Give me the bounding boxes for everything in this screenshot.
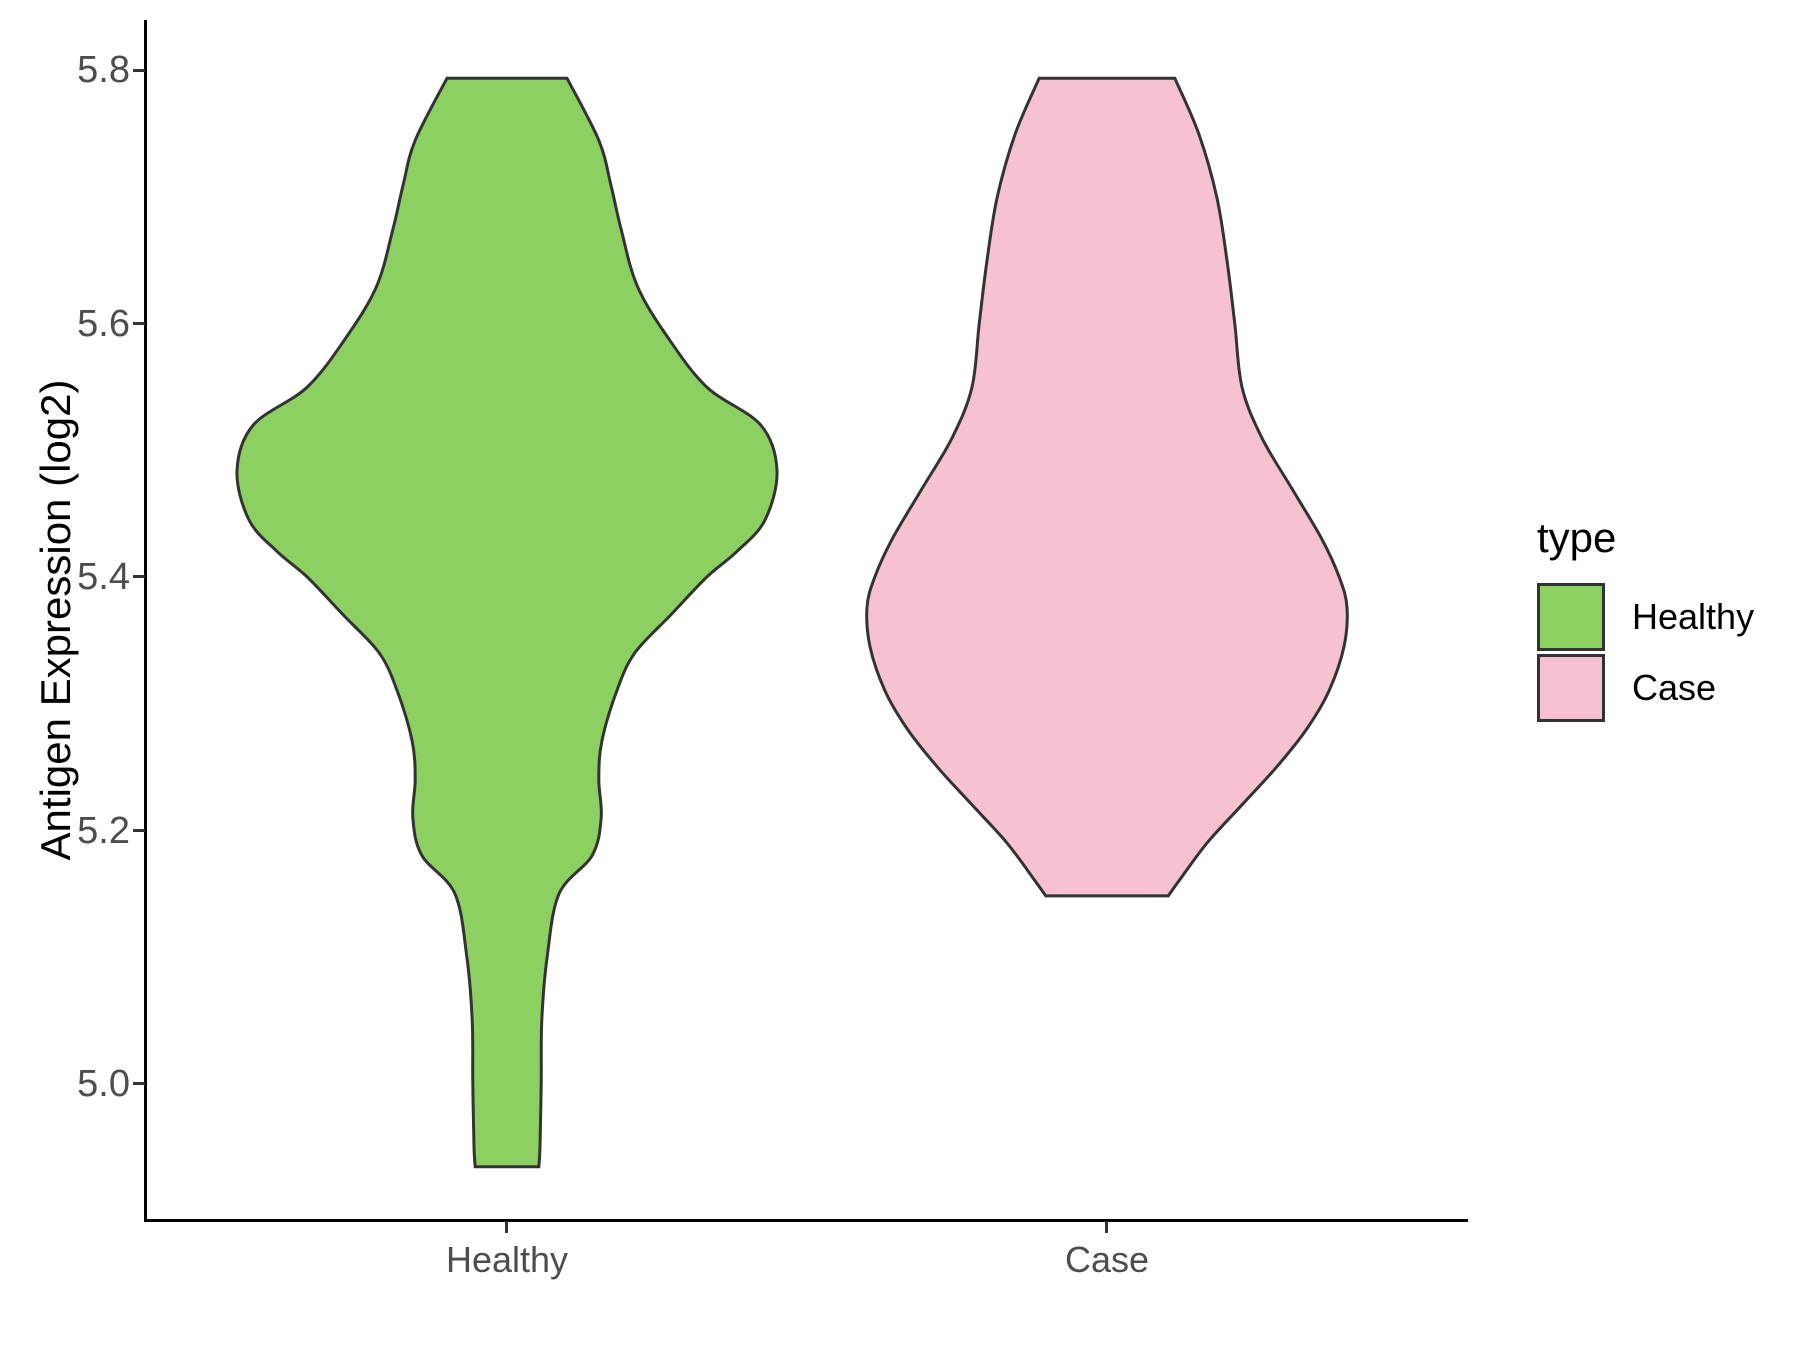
x-category-label-case: Case (1064, 1239, 1150, 1280)
legend-title: type (1537, 514, 1617, 561)
legend-item-healthy: Healthy (1537, 583, 1754, 651)
x-tick-mark-case (1105, 1221, 1108, 1233)
legend-item-case: Case (1537, 654, 1754, 722)
y-tick-label: 5.8 (77, 49, 130, 91)
y-tick-mark-5.6 (133, 322, 145, 325)
y-tick-label: 5.2 (77, 810, 130, 852)
y-tick-mark-5.0 (133, 1082, 145, 1085)
y-tick-label: 5.0 (77, 1063, 130, 1105)
violin-healthy (235, 76, 779, 1169)
y-tick-mark-5.2 (133, 829, 145, 832)
x-axis-line (144, 1219, 1468, 1222)
legend: type Healthy Case (1537, 514, 1754, 725)
y-tick-label: 5.6 (77, 303, 130, 345)
violin-case (865, 76, 1349, 898)
x-tick-mark-healthy (505, 1221, 508, 1233)
y-tick-mark-5.4 (133, 575, 145, 578)
x-category-label-healthy: Healthy (445, 1239, 569, 1280)
legend-swatch-healthy (1537, 583, 1605, 651)
legend-label-case: Case (1632, 667, 1717, 708)
y-tick-mark-5.8 (133, 69, 145, 72)
legend-label-healthy: Healthy (1632, 596, 1755, 637)
legend-items: Healthy Case (1537, 583, 1754, 722)
y-axis-title: Antigen Expression (log2) (32, 379, 79, 861)
y-axis-line (144, 20, 147, 1222)
y-tick-label: 5.4 (77, 556, 130, 598)
legend-swatch-case (1537, 654, 1605, 722)
